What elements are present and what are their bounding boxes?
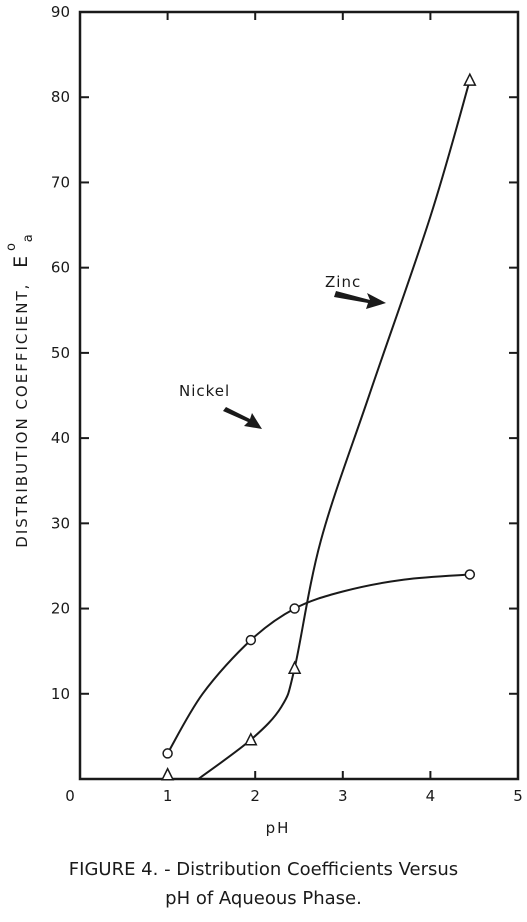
x-tick-label: 4 [426, 787, 436, 805]
annotation-zinc-arrow [334, 291, 386, 309]
annotation-zinc: Zinc [325, 273, 361, 291]
figure-caption-line-2: pH of Aqueous Phase. [165, 888, 362, 909]
x-axis-title: pH [266, 819, 291, 837]
x-tick-label: 0 [65, 787, 75, 805]
y-tick-label: 60 [51, 259, 70, 277]
y-tick-label: 20 [51, 600, 70, 618]
data-point-zinc [244, 732, 258, 746]
series-line-nickel [166, 573, 470, 754]
y-tick-label: 30 [51, 514, 70, 532]
annotation-nickel-arrow [223, 407, 262, 429]
y-axis-title-superscript: o [4, 241, 19, 251]
annotation-nickel: Nickel [179, 382, 230, 400]
series-markers [160, 72, 477, 781]
x-tick-label: 3 [338, 787, 348, 805]
y-axis-ticks: 10 20 30 40 50 60 70 80 90 [51, 3, 518, 703]
y-tick-label: 40 [51, 429, 70, 447]
y-axis-title-main: DISTRIBUTION COEFFICIENT, [13, 283, 31, 548]
y-axis-title-subscript: a [21, 232, 36, 242]
figure-caption-line-1: FIGURE 4. - Distribution Coefficients Ve… [68, 859, 459, 880]
data-point-nickel [289, 603, 300, 614]
data-point-zinc [463, 72, 477, 86]
y-tick-label: 90 [51, 3, 70, 21]
data-point-zinc [160, 767, 175, 781]
series-curves [166, 79, 471, 780]
x-tick-label: 1 [163, 787, 173, 805]
y-tick-label: 80 [51, 88, 70, 106]
y-tick-label: 10 [51, 685, 70, 703]
y-axis-title: DISTRIBUTION COEFFICIENT, E o a [1, 232, 36, 547]
data-point-nickel [162, 748, 173, 759]
y-tick-label: 70 [51, 173, 70, 191]
data-point-zinc [287, 660, 302, 674]
plot-frame [78, 10, 520, 781]
data-point-nickel [245, 634, 257, 646]
y-axis-title-symbol: E [10, 254, 32, 268]
svg-text:DISTRIBUTION COEFFICIENT,: DISTRIBUTION COEFFICIENT, E o a [1, 232, 36, 547]
x-tick-label: 5 [513, 787, 523, 805]
data-point-nickel [464, 569, 476, 580]
x-tick-label: 2 [250, 787, 260, 805]
series-line-zinc [197, 79, 471, 780]
x-axis-ticks: 0 1 2 3 4 5 [65, 12, 523, 805]
y-tick-label: 50 [51, 344, 70, 362]
